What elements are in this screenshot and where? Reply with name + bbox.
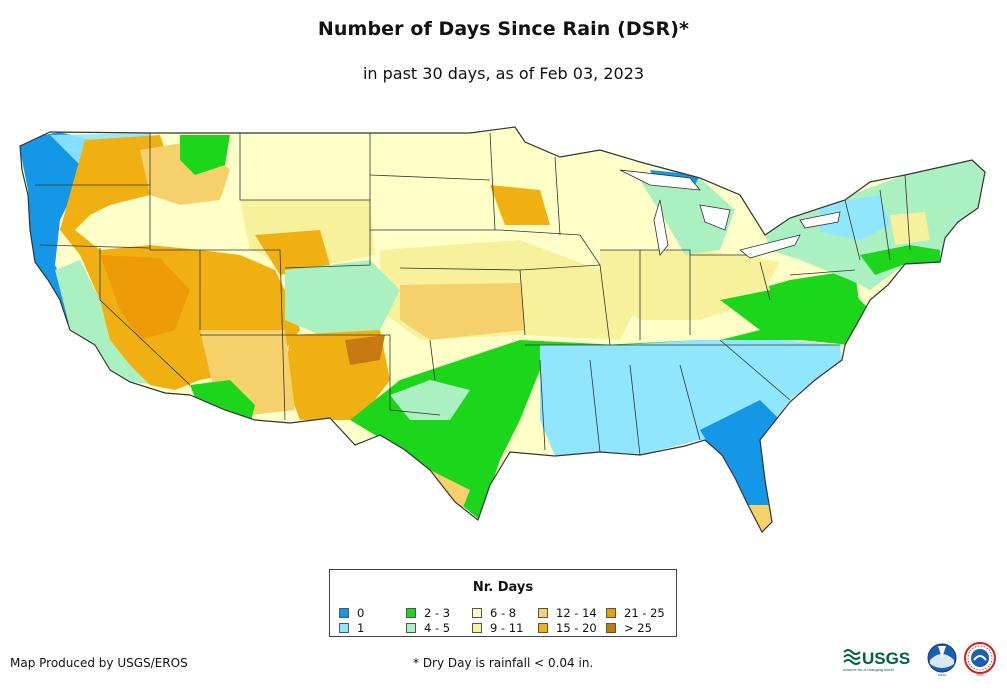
- legend-item-2-3: 2 - 3: [406, 606, 450, 620]
- legend-item-12-14: 12 - 14: [538, 606, 597, 620]
- legend-label: 15 - 20: [556, 621, 597, 635]
- nws-logo: NWS: [964, 642, 996, 677]
- zone-9-11-ohio: [690, 255, 770, 300]
- agency-logos: USGS science for a changing world NOAA N…: [843, 642, 996, 677]
- usgs-logo: USGS science for a changing world: [843, 649, 910, 672]
- legend-swatch: [538, 623, 548, 633]
- legend-swatch: [606, 623, 616, 633]
- zone-4-5-co: [285, 260, 400, 335]
- noaa-wordmark: NOAA: [938, 673, 947, 677]
- nws-wordmark: NWS: [977, 673, 984, 677]
- zone-15-20-west: [60, 135, 300, 390]
- legend-title: Nr. Days: [472, 580, 534, 595]
- zone-2-3-south: [350, 290, 870, 520]
- map-subtitle: in past 30 days, as of Feb 03, 2023: [362, 64, 645, 83]
- usgs-tagline: science for a changing world: [843, 667, 894, 672]
- legend-swatch: [538, 608, 548, 618]
- legend-swatch: [339, 623, 349, 633]
- legend-swatch: [472, 608, 482, 618]
- zone-1-ny: [820, 195, 890, 240]
- usgs-wordmark: USGS: [862, 649, 910, 668]
- legend-swatch: [472, 623, 482, 633]
- legend-label: 2 - 3: [424, 606, 451, 620]
- zone-2-3-az: [190, 380, 255, 425]
- zone-12-14-ks: [400, 283, 525, 340]
- dry-day-footnote: * Dry Day is rainfall < 0.04 in.: [413, 656, 594, 670]
- legend-item-21-25: 21 - 25: [606, 606, 665, 620]
- legend-swatch: [406, 623, 416, 633]
- legend-label: 1: [357, 621, 365, 635]
- legend-item-4-5: 4 - 5: [406, 621, 450, 635]
- zone-15-20-wy: [255, 230, 330, 275]
- map-title: Number of Days Since Rain (DSR)*: [317, 18, 690, 40]
- zone-0-florida: [700, 400, 780, 520]
- zone-9-11-newengland: [890, 212, 930, 245]
- legend-item-6-8: 6 - 8: [472, 606, 516, 620]
- zone-2-3-ne-coast: [860, 245, 940, 275]
- zone-1-southeast: [540, 340, 842, 456]
- producer-credit: Map Produced by USGS/EROS: [10, 656, 188, 670]
- great-lakes: [619, 169, 841, 259]
- legend-label: 4 - 5: [424, 621, 451, 635]
- zone-2-3-mid-atlantic: [720, 270, 860, 330]
- dsr-colored-zones: [20, 127, 985, 532]
- zone-4-5-tx: [390, 380, 470, 420]
- zone-4-5-michigan: [640, 178, 735, 255]
- legend-item-0: 0: [339, 606, 364, 620]
- legend-label: > 25: [624, 621, 652, 635]
- zone-12-14-stx: [430, 470, 470, 515]
- zone-21-25-nm: [345, 335, 385, 365]
- legend-item-15-20: 15 - 20: [538, 621, 597, 635]
- state-boundaries: [19, 126, 986, 534]
- zone-0-west: [20, 132, 90, 325]
- zone-12-14-sfl: [745, 505, 772, 532]
- legend-label: 0: [357, 606, 365, 620]
- legend-swatch: [339, 608, 349, 618]
- legend-label: 21 - 25: [624, 606, 665, 620]
- legend-item-over-25: > 25: [606, 621, 652, 635]
- legend-label: 12 - 14: [556, 606, 597, 620]
- legend-item-9-11: 9 - 11: [472, 621, 523, 635]
- legend-swatch: [606, 608, 616, 618]
- legend: Nr. Days 0 1 2 - 3 4 - 5 6 - 8 9 - 11 12…: [329, 569, 677, 637]
- legend-label: 9 - 11: [490, 621, 524, 635]
- legend-item-1: 1: [339, 621, 364, 635]
- zone-15-20-dakota: [490, 185, 550, 225]
- legend-label: 6 - 8: [490, 606, 517, 620]
- noaa-logo: NOAA: [927, 643, 957, 677]
- legend-swatch: [406, 608, 416, 618]
- zone-21-25-nv: [100, 255, 190, 340]
- zone-2-3-mt: [180, 135, 230, 175]
- conus-dsr-map: [19, 126, 986, 534]
